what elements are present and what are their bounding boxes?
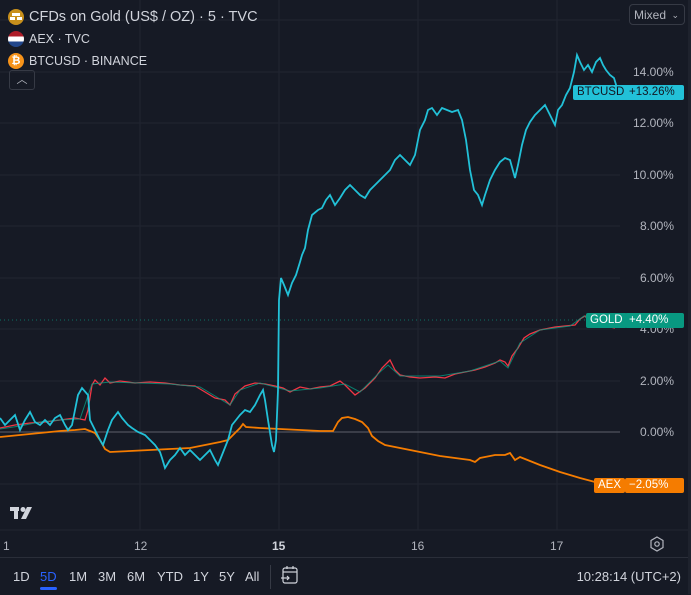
tradingview-logo bbox=[10, 507, 32, 519]
gear-icon[interactable] bbox=[649, 536, 665, 552]
chart-plot[interactable] bbox=[0, 0, 688, 556]
range-5d-button[interactable]: 5D bbox=[40, 569, 57, 590]
x-tick: 1 bbox=[3, 539, 10, 553]
clock-timezone[interactable]: 10:28:14 (UTC+2) bbox=[576, 569, 681, 584]
range-all-button[interactable]: All bbox=[245, 569, 260, 584]
chevron-down-icon: ⌄ bbox=[671, 10, 679, 20]
aex-value-tag: −2.05% bbox=[625, 478, 684, 493]
y-tick: 2.00% bbox=[640, 374, 675, 388]
range-5y-button[interactable]: 5Y bbox=[219, 569, 235, 584]
btcusd-series-line bbox=[0, 51, 621, 471]
gold-series-line bbox=[0, 315, 616, 429]
x-tick: 12 bbox=[134, 539, 148, 553]
chevron-up-icon: ︿ bbox=[16, 74, 28, 86]
range-1y-button[interactable]: 1Y bbox=[193, 569, 209, 584]
range-6m-button[interactable]: 6M bbox=[127, 569, 146, 584]
legend-collapse-button[interactable]: ︿ bbox=[9, 70, 35, 90]
bitcoin-icon: ₿ bbox=[8, 53, 24, 69]
x-tick: 15 bbox=[272, 539, 286, 553]
bottom-toolbar: 1D 5D 1M 3M 6M YTD 1Y 5Y All 10:28:14 (U… bbox=[0, 557, 688, 595]
legend-series-aex[interactable]: AEX · TVC bbox=[8, 28, 258, 50]
legend-series-label: AEX · TVC bbox=[29, 32, 90, 46]
x-tick: 16 bbox=[411, 539, 425, 553]
netherlands-flag-icon bbox=[8, 31, 24, 47]
y-tick: 6.00% bbox=[640, 271, 675, 285]
legend-series-label: BTCUSD · BINANCE bbox=[29, 54, 148, 68]
legend-main-label: CFDs on Gold (US$ / OZ) · 5 · TVC bbox=[29, 9, 258, 25]
legend: CFDs on Gold (US$ / OZ) · 5 · TVC AEX · … bbox=[8, 6, 258, 72]
gold-bars-icon bbox=[8, 9, 24, 25]
scale-mode-label: Mixed bbox=[634, 8, 667, 22]
y-tick: 14.00% bbox=[633, 65, 674, 79]
btcusd-name-tag: BTCUSD bbox=[573, 85, 629, 100]
aex-series-line bbox=[0, 416, 601, 485]
gold-name-tag: GOLD bbox=[586, 313, 627, 328]
range-1m-button[interactable]: 1M bbox=[69, 569, 88, 584]
y-tick: 10.00% bbox=[633, 168, 674, 182]
y-tick: 8.00% bbox=[640, 219, 675, 233]
x-tick: 17 bbox=[550, 539, 564, 553]
legend-series-btcusd[interactable]: ₿ BTCUSD · BINANCE bbox=[8, 50, 258, 72]
btcusd-value-tag: +13.26% bbox=[625, 85, 684, 100]
range-3m-button[interactable]: 3M bbox=[98, 569, 117, 584]
toolbar-divider bbox=[270, 565, 271, 589]
legend-main-series[interactable]: CFDs on Gold (US$ / OZ) · 5 · TVC bbox=[8, 6, 258, 28]
y-tick: 12.00% bbox=[633, 116, 674, 130]
aex-name-tag: AEX bbox=[594, 478, 626, 493]
chart-pane[interactable]: CFDs on Gold (US$ / OZ) · 5 · TVC AEX · … bbox=[0, 0, 688, 556]
y-tick: 0.00% bbox=[640, 425, 675, 439]
range-ytd-button[interactable]: YTD bbox=[157, 569, 183, 584]
calendar-goto-icon[interactable] bbox=[281, 565, 299, 585]
scale-mode-dropdown[interactable]: Mixed ⌄ bbox=[629, 4, 685, 25]
gold-value-tag: +4.40% bbox=[625, 313, 684, 328]
range-1d-button[interactable]: 1D bbox=[13, 569, 30, 584]
